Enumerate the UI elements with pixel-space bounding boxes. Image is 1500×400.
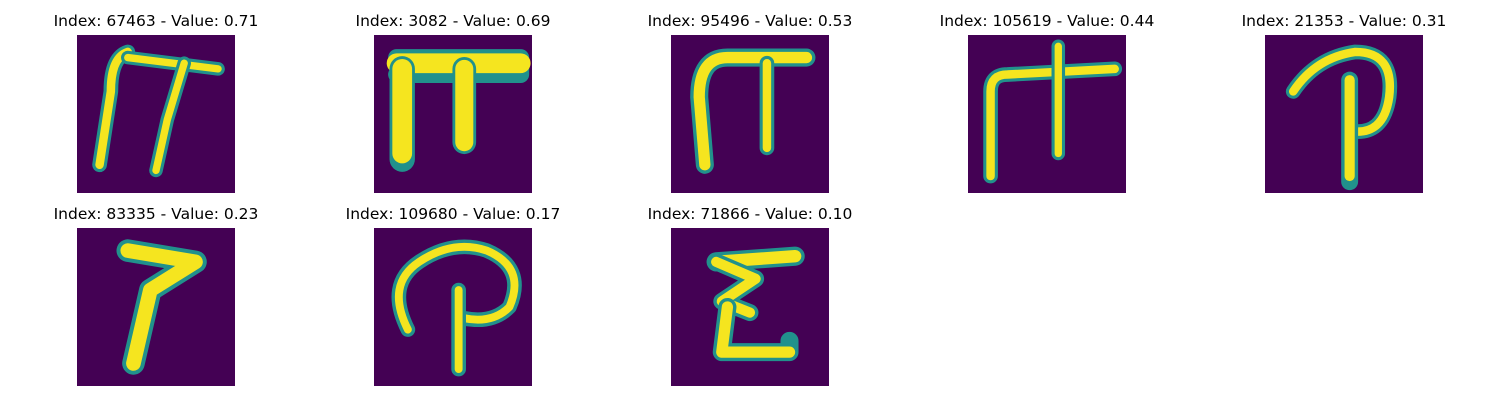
panel-title: Index: 71866 - Value: 0.10	[647, 205, 853, 223]
panel-title: Index: 83335 - Value: 0.23	[53, 205, 259, 223]
seven-hook-icon	[77, 228, 235, 386]
panel-title: Index: 3082 - Value: 0.69	[355, 12, 551, 30]
panel-title: Index: 21353 - Value: 0.31	[1241, 12, 1447, 30]
glyph-image	[1265, 35, 1423, 193]
pi-cross-icon	[968, 35, 1126, 193]
e-shape-icon	[671, 228, 829, 386]
panel-title: Index: 105619 - Value: 0.44	[939, 12, 1155, 30]
pi-stroke-icon	[77, 35, 235, 193]
panel-title: Index: 95496 - Value: 0.53	[647, 12, 853, 30]
panel-title: Index: 109680 - Value: 0.17	[345, 205, 561, 223]
pi-bold-icon	[374, 35, 532, 193]
glyph-image	[671, 228, 829, 386]
panel-title: Index: 67463 - Value: 0.71	[53, 12, 259, 30]
p-curl-icon	[374, 228, 532, 386]
glyph-image	[374, 228, 532, 386]
glyph-image	[968, 35, 1126, 193]
p-loop-icon	[1265, 35, 1423, 193]
pi-arch-icon	[671, 35, 829, 193]
glyph-image	[77, 35, 235, 193]
glyph-image	[671, 35, 829, 193]
glyph-image	[374, 35, 532, 193]
glyph-image	[77, 228, 235, 386]
